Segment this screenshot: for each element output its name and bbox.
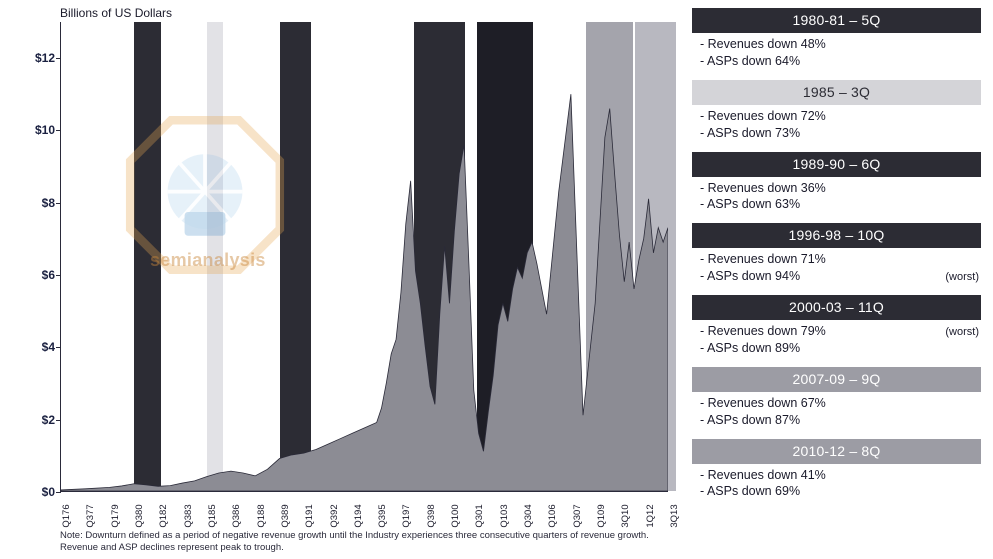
x-tick-label: Q197 [401,504,412,527]
downturn-line: ASPs down 63% [700,196,800,213]
downturn-details: Revenues down 48%ASPs down 64% [692,33,981,74]
x-tick-label: Q304 [523,504,534,527]
downturn-block: 1989-90 – 6QRevenues down 36%ASPs down 6… [692,152,981,218]
downturn-tag: (worst) [945,326,979,338]
chart-title: Billions of US Dollars [60,6,172,20]
y-tick-label: $12 [11,51,55,65]
x-tick-label: 1Q12 [645,504,656,527]
downturn-line: Revenues down 67% [700,395,826,412]
downturn-block: 2007-09 – 9QRevenues down 67%ASPs down 8… [692,367,981,433]
downturn-line: ASPs down 89% [700,340,800,357]
downturn-block: 1980-81 – 5QRevenues down 48%ASPs down 6… [692,8,981,74]
y-tick-label: $8 [11,196,55,210]
downturn-line: ASPs down 69% [700,483,800,500]
x-tick-label: Q194 [353,504,364,527]
y-tick-label: $10 [11,123,55,137]
downturn-line: ASPs down 64% [700,53,800,70]
x-tick-label: 3Q10 [620,504,631,527]
y-tick-label: $0 [11,485,55,499]
x-tick-label: Q307 [572,504,583,527]
downturn-line: ASPs down 87% [700,412,800,429]
chart-panel: Billions of US Dollars $0$2$4$6$8$10$12Q… [0,0,688,559]
y-tick-label: $4 [11,340,55,354]
y-tick-label: $2 [11,413,55,427]
x-tick-label: Q191 [304,504,315,527]
x-tick-label: Q392 [329,504,340,527]
downturn-header: 1989-90 – 6Q [692,152,981,177]
downturn-details: Revenues down 79% (worst) ASPs down 89% [692,320,981,361]
downturn-line: Revenues down 79% [700,323,826,340]
downturn-line: ASPs down 73% [700,125,800,142]
x-tick-label: Q106 [547,504,558,527]
x-tick-label: Q188 [256,504,267,527]
x-tick-label: Q380 [134,504,145,527]
x-tick-label: 3Q13 [669,504,680,527]
x-tick-label: Q301 [474,504,485,527]
downturn-details: Revenues down 72%ASPs down 73% [692,105,981,146]
x-tick-label: Q103 [499,504,510,527]
downturn-line: Revenues down 71% [700,251,826,268]
x-tick-label: Q179 [110,504,121,527]
downturn-line: ASPs down 94% [700,268,800,285]
x-tick-label: Q383 [183,504,194,527]
downturn-line: Revenues down 72% [700,108,826,125]
downturn-line: Revenues down 36% [700,180,826,197]
downturn-block: 2010-12 – 8QRevenues down 41%ASPs down 6… [692,439,981,505]
downturn-block: 2000-03 – 11Q Revenues down 79% (worst) ASP… [692,295,981,361]
chart-plot: $0$2$4$6$8$10$12Q176Q377Q179Q380Q182Q383… [60,22,668,492]
downturn-header: 1985 – 3Q [692,80,981,105]
downturn-line: Revenues down 48% [700,36,826,53]
downturn-details: Revenues down 71%ASPs down 94% (worst) [692,248,981,289]
x-tick-label: Q398 [426,504,437,527]
x-tick-label: Q386 [231,504,242,527]
y-tick-label: $6 [11,268,55,282]
downturn-tag: (worst) [945,271,979,283]
area-chart [61,22,668,491]
downturn-line: Revenues down 41% [700,467,826,484]
x-tick-label: Q377 [85,504,96,527]
downturn-block: 1996-98 – 10QRevenues down 71%ASPs down … [692,223,981,289]
downturn-header: 1996-98 – 10Q [692,223,981,248]
downturn-header: 2000-03 – 11Q [692,295,981,320]
downturn-details: Revenues down 36%ASPs down 63% [692,177,981,218]
downturn-details: Revenues down 41%ASPs down 69% [692,464,981,505]
downturn-block: 1985 – 3QRevenues down 72%ASPs down 73% [692,80,981,146]
downturn-header: 1980-81 – 5Q [692,8,981,33]
x-tick-label: Q395 [377,504,388,527]
x-tick-label: Q182 [158,504,169,527]
x-tick-label: Q176 [61,504,72,527]
downturn-sidebar: 1980-81 – 5QRevenues down 48%ASPs down 6… [688,0,993,559]
area-series [61,94,668,491]
downturn-details: Revenues down 67%ASPs down 87% [692,392,981,433]
x-tick-label: Q185 [207,504,218,527]
x-tick-label: Q100 [450,504,461,527]
downturn-header: 2010-12 – 8Q [692,439,981,464]
x-tick-label: Q389 [280,504,291,527]
chart-footnote: Note: Downturn defined as a period of ne… [60,530,660,553]
downturn-header: 2007-09 – 9Q [692,367,981,392]
x-tick-label: Q109 [596,504,607,527]
